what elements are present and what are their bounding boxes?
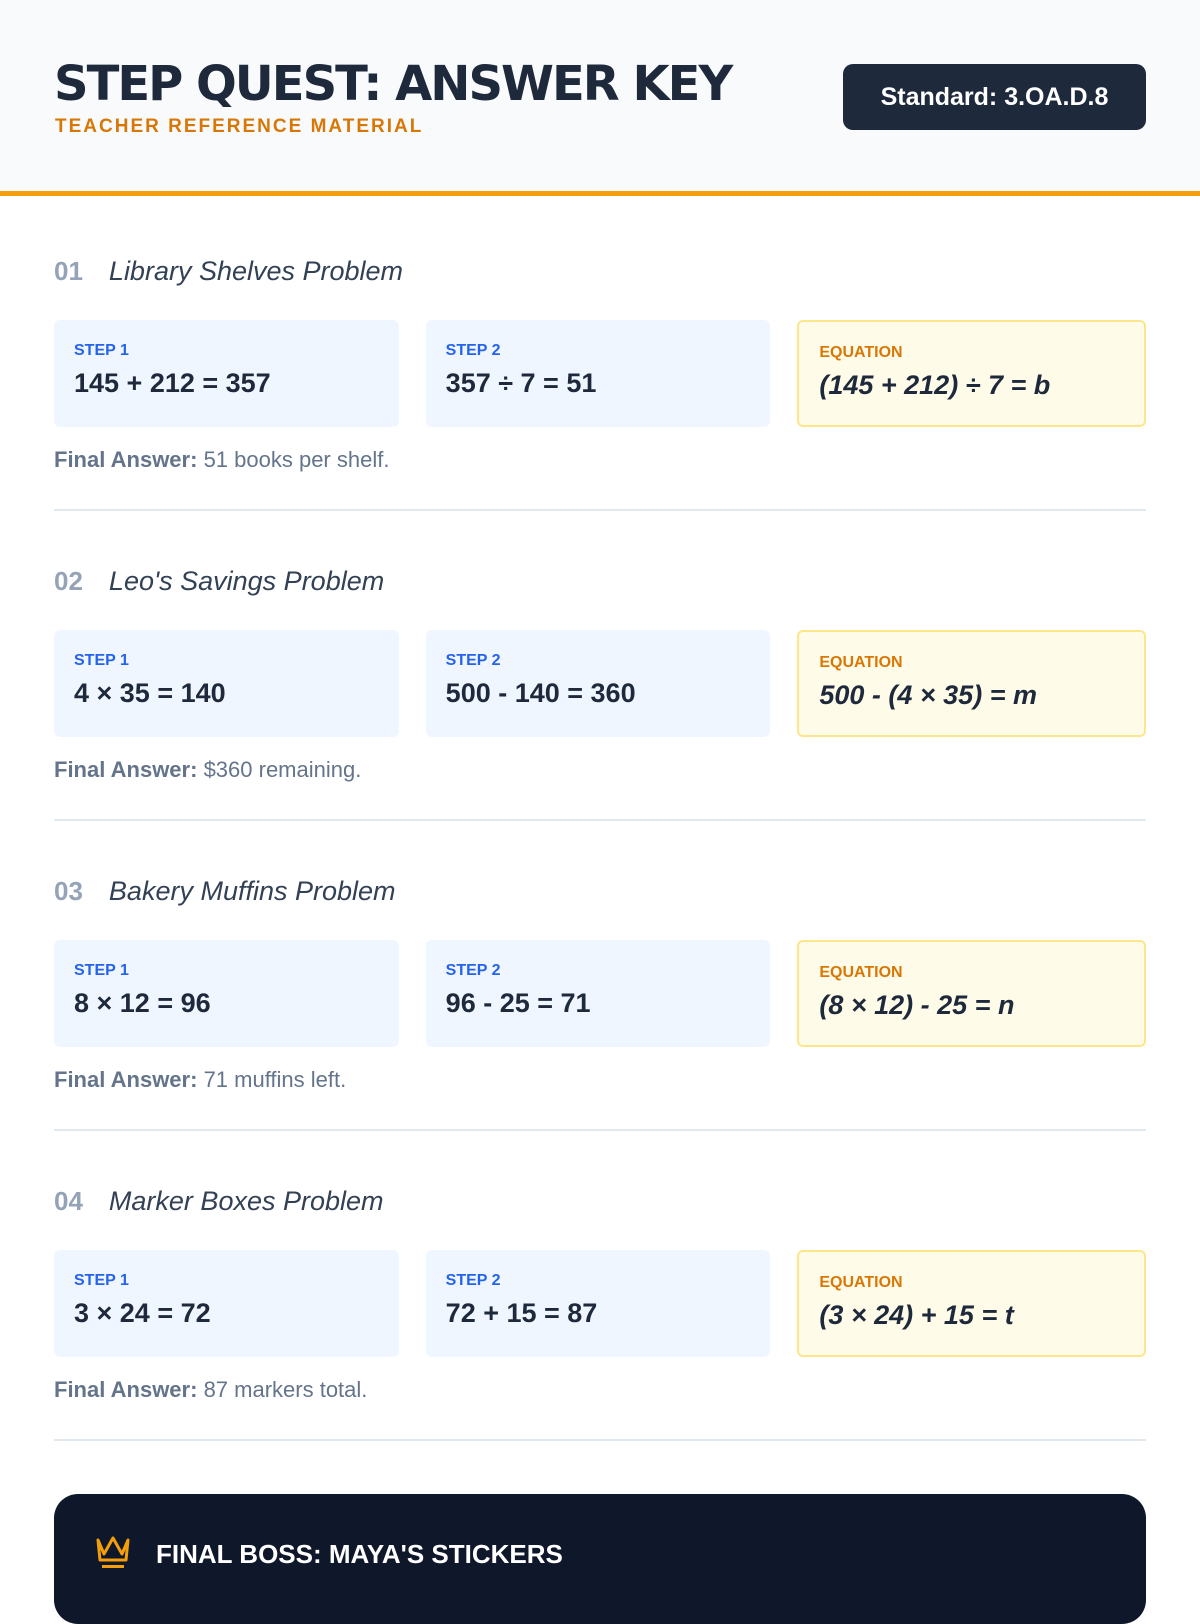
- equation-value: (145 + 212) ÷ 7 = b: [819, 370, 1051, 400]
- final-answer: Final Answer: 87 markers total.: [54, 1377, 1146, 1403]
- page-title: STEP QUEST: ANSWER KEY: [54, 56, 733, 112]
- step-2-label: STEP 2: [445, 342, 501, 359]
- step-2-card: STEP 2 72 + 15 = 87: [425, 1250, 771, 1357]
- equation-card: EQUATION 500 - (4 × 35) = m: [797, 630, 1147, 737]
- step-1-card: STEP 1 145 + 212 = 357: [54, 320, 399, 427]
- final-answer-label: Final Answer:: [54, 1377, 198, 1402]
- step-1-label: STEP 1: [74, 962, 129, 979]
- header: STEP QUEST: ANSWER KEY TEACHER REFERENCE…: [0, 0, 1200, 196]
- final-answer-value: 71 muffins left.: [203, 1067, 347, 1092]
- equation-card: EQUATION (8 × 12) - 25 = n: [797, 940, 1147, 1047]
- equation-label: EQUATION: [819, 1274, 903, 1291]
- equation-label: EQUATION: [819, 654, 903, 671]
- final-answer: Final Answer: 71 muffins left.: [54, 1067, 1146, 1093]
- step-2-card: STEP 2 357 ÷ 7 = 51: [425, 320, 771, 427]
- section-divider: [54, 1439, 1146, 1441]
- problem-number: 04: [54, 1186, 83, 1216]
- equation-value: 500 - (4 × 35) = m: [819, 680, 1037, 710]
- step-1-card: STEP 1 3 × 24 = 72: [54, 1250, 399, 1357]
- problem-title: Bakery Muffins Problem: [108, 876, 396, 906]
- step-2-card: STEP 2 96 - 25 = 71: [425, 940, 771, 1047]
- final-answer-value: $360 remaining.: [203, 757, 362, 782]
- problem-section: 02 Leo's Savings Problem STEP 1 4 × 35 = 1…: [54, 566, 1147, 783]
- step-2-value: 500 - 140 = 360: [445, 678, 636, 708]
- final-answer-label: Final Answer:: [54, 757, 198, 782]
- final-answer-value: 87 markers total.: [203, 1377, 368, 1402]
- step-1-label: STEP 1: [74, 1272, 129, 1289]
- final-answer: Final Answer: $360 remaining.: [54, 757, 1146, 783]
- boss-title: FINAL BOSS: MAYA'S STICKERS: [156, 1539, 563, 1569]
- final-answer-label: Final Answer:: [54, 447, 198, 472]
- step-2-label: STEP 2: [445, 1272, 501, 1289]
- step-2-value: 96 - 25 = 71: [445, 988, 591, 1018]
- equation-label: EQUATION: [819, 964, 903, 981]
- crown-icon: [94, 1534, 132, 1575]
- problem-section: 03 Bakery Muffins Problem STEP 1 8 × 12 = …: [54, 876, 1147, 1093]
- problem-title: Leo's Savings Problem: [108, 566, 385, 596]
- final-boss-card: FINAL BOSS: MAYA'S STICKERS: [54, 1494, 1146, 1624]
- section-divider: [54, 509, 1146, 511]
- step-2-card: STEP 2 500 - 140 = 360: [425, 630, 771, 737]
- step-1-label: STEP 1: [74, 652, 129, 669]
- step-1-card: STEP 1 4 × 35 = 140: [54, 630, 399, 737]
- problem-number: 02: [54, 566, 83, 596]
- problem-number: 03: [54, 876, 83, 906]
- problem-title: Library Shelves Problem: [108, 256, 404, 286]
- page-subtitle: TEACHER REFERENCE MATERIAL: [55, 116, 424, 137]
- step-2-value: 357 ÷ 7 = 51: [445, 368, 597, 398]
- final-answer: Final Answer: 51 books per shelf.: [54, 447, 1146, 473]
- section-divider: [54, 819, 1146, 821]
- step-1-value: 3 × 24 = 72: [74, 1298, 211, 1328]
- problem-number: 01: [54, 256, 83, 286]
- final-answer-value: 51 books per shelf.: [203, 447, 390, 472]
- step-2-label: STEP 2: [445, 962, 501, 979]
- step-1-label: STEP 1: [74, 342, 129, 359]
- equation-card: EQUATION (3 × 24) + 15 = t: [797, 1250, 1147, 1357]
- equation-value: (3 × 24) + 15 = t: [819, 1300, 1014, 1330]
- equation-value: (8 × 12) - 25 = n: [819, 990, 1015, 1020]
- step-1-card: STEP 1 8 × 12 = 96: [54, 940, 399, 1047]
- step-1-value: 145 + 212 = 357: [74, 368, 271, 398]
- problem-title: Marker Boxes Problem: [108, 1186, 384, 1216]
- step-1-value: 4 × 35 = 140: [74, 678, 226, 708]
- equation-label: EQUATION: [819, 344, 903, 361]
- step-1-value: 8 × 12 = 96: [74, 988, 211, 1018]
- standard-badge: Standard: 3.OA.D.8: [843, 64, 1146, 130]
- section-divider: [54, 1129, 1146, 1131]
- equation-card: EQUATION (145 + 212) ÷ 7 = b: [797, 320, 1147, 427]
- problem-section: 01 Library Shelves Problem STEP 1 145 + 21…: [54, 256, 1147, 473]
- step-2-label: STEP 2: [445, 652, 501, 669]
- final-answer-label: Final Answer:: [54, 1067, 198, 1092]
- step-2-value: 72 + 15 = 87: [445, 1298, 598, 1328]
- problem-section: 04 Marker Boxes Problem STEP 1 3 × 24 = 72…: [54, 1186, 1147, 1403]
